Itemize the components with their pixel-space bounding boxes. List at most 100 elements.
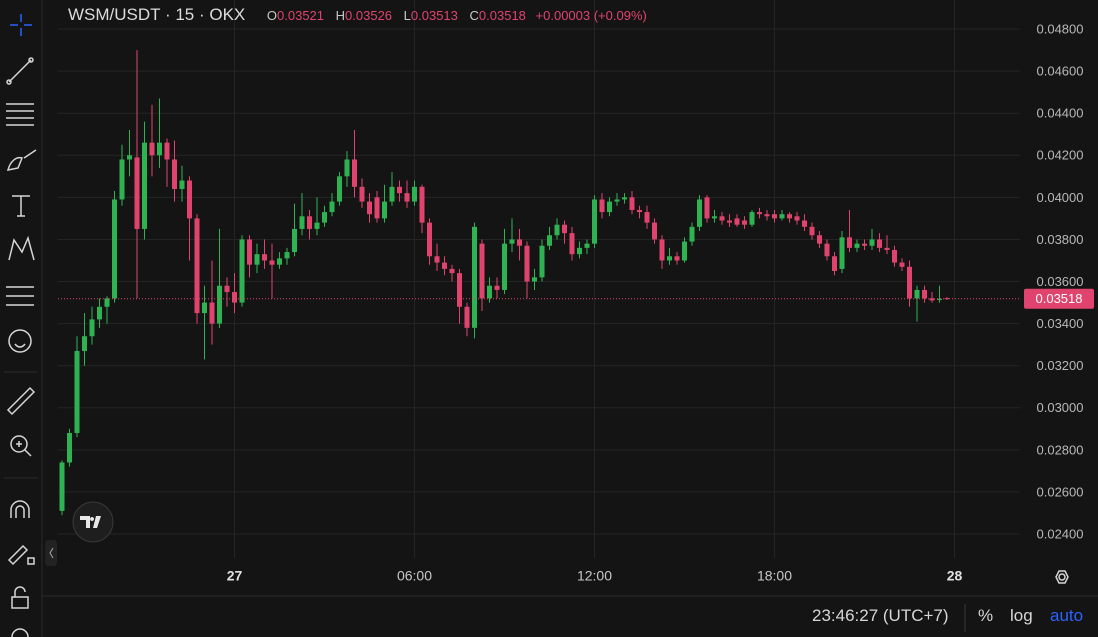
settings-icon[interactable] xyxy=(1055,570,1069,584)
candle-body xyxy=(247,239,252,265)
candle-body xyxy=(554,224,560,236)
candle-body xyxy=(757,212,762,215)
candle-body xyxy=(224,285,230,293)
y-tick-label: 0.04000 xyxy=(1037,190,1084,205)
x-tick-label: 12:00 xyxy=(577,568,612,584)
y-tick-label: 0.04200 xyxy=(1037,148,1084,163)
candle-body xyxy=(817,235,822,244)
candle-body xyxy=(584,243,590,248)
lock-tool[interactable] xyxy=(11,586,29,609)
candle-body xyxy=(179,180,185,189)
brush-tool[interactable] xyxy=(6,149,37,171)
candle-body xyxy=(922,289,927,299)
text-tool[interactable] xyxy=(12,195,30,217)
pattern-tool[interactable] xyxy=(8,235,35,261)
emoji-tool[interactable] xyxy=(8,329,32,353)
lock-drawing-tool[interactable] xyxy=(7,544,35,566)
y-tick-label: 0.03400 xyxy=(1037,316,1084,331)
candle-body xyxy=(292,228,297,253)
candle-body xyxy=(202,302,207,314)
candle-body xyxy=(97,306,102,320)
candle-body xyxy=(487,285,492,299)
percent-toggle[interactable]: % xyxy=(978,606,994,625)
last-price-tag xyxy=(1024,288,1094,309)
ohlc-key: H xyxy=(335,8,346,23)
candle-body xyxy=(764,214,770,217)
candle-body xyxy=(187,180,192,219)
legend-header: WSM/USDT · 15 · OKX O0.03521 H0.03526 L0… xyxy=(68,5,647,25)
trend-line-tool[interactable] xyxy=(6,57,34,85)
eye-tool[interactable] xyxy=(11,628,29,637)
candle-body xyxy=(712,216,717,219)
candle-body xyxy=(937,298,942,301)
candle-body xyxy=(419,186,425,223)
ohlc-key: O xyxy=(266,8,278,23)
candle-body xyxy=(404,193,410,202)
candle-body xyxy=(517,239,522,246)
candle-body xyxy=(142,142,147,229)
candle-body xyxy=(577,247,582,255)
candle-body xyxy=(532,277,537,282)
candle-body xyxy=(689,226,695,242)
magnet-tool[interactable] xyxy=(10,500,30,518)
fib-tool[interactable] xyxy=(6,103,34,126)
candle-body xyxy=(659,239,665,261)
candle-body xyxy=(412,186,417,202)
candle-body xyxy=(644,212,650,223)
candle-body xyxy=(629,197,635,210)
candle-body xyxy=(194,218,200,314)
candle-body xyxy=(59,462,65,511)
candle-body xyxy=(472,226,477,328)
candle-body xyxy=(112,199,117,299)
candle-body xyxy=(119,159,125,200)
candle-body xyxy=(652,222,657,240)
candle-body xyxy=(322,212,327,223)
candle-body xyxy=(704,197,710,219)
prediction-tool[interactable] xyxy=(6,286,34,306)
ohlc-key: L xyxy=(403,8,411,23)
candle-body xyxy=(164,142,170,160)
candle-body xyxy=(82,336,87,351)
x-tick-label: 27 xyxy=(227,568,243,584)
collapse-arrow xyxy=(49,547,54,559)
candle-body xyxy=(569,233,575,255)
tv-logo xyxy=(72,501,114,543)
candle-body xyxy=(74,350,80,434)
candle-body xyxy=(779,214,785,219)
candle-body xyxy=(367,201,372,215)
auto-toggle[interactable]: auto xyxy=(1050,606,1084,625)
candle-body xyxy=(314,222,320,229)
y-tick-label: 0.03000 xyxy=(1037,400,1084,415)
change: +0.00003 (+0.09%) xyxy=(535,8,647,23)
toolbar xyxy=(4,14,38,637)
candle-body xyxy=(427,222,432,257)
ruler-tool[interactable] xyxy=(6,386,36,416)
crosshair-tool[interactable] xyxy=(10,14,32,36)
symbol-title: WSM/USDT · 15 · OKX xyxy=(68,5,246,24)
candle-body xyxy=(299,216,305,229)
ohlc-value: 0.03518 xyxy=(478,8,526,23)
candle-body xyxy=(929,298,935,301)
candle-body xyxy=(734,218,740,225)
zoom-tool[interactable] xyxy=(10,435,32,457)
candle-body xyxy=(832,256,837,272)
candle-body xyxy=(622,197,627,200)
candle-body xyxy=(772,214,777,219)
last-price-label: 0.03518 xyxy=(1036,291,1083,306)
collapse-tab[interactable] xyxy=(45,540,57,566)
y-tick-label: 0.03200 xyxy=(1037,358,1084,373)
ohlc-value: 0.03513 xyxy=(410,8,458,23)
candle-body xyxy=(674,256,680,261)
y-tick-label: 0.02400 xyxy=(1037,526,1084,541)
candle-body xyxy=(134,157,140,229)
y-tick-label: 0.02600 xyxy=(1037,484,1084,499)
candle-body xyxy=(892,249,897,263)
y-tick-label: 0.03800 xyxy=(1037,232,1084,247)
candle-body xyxy=(262,254,267,261)
log-toggle[interactable]: log xyxy=(1010,606,1033,625)
candle-body xyxy=(277,258,282,265)
candle-body xyxy=(457,273,462,307)
candle-body xyxy=(637,209,642,213)
candle-body xyxy=(899,262,905,267)
